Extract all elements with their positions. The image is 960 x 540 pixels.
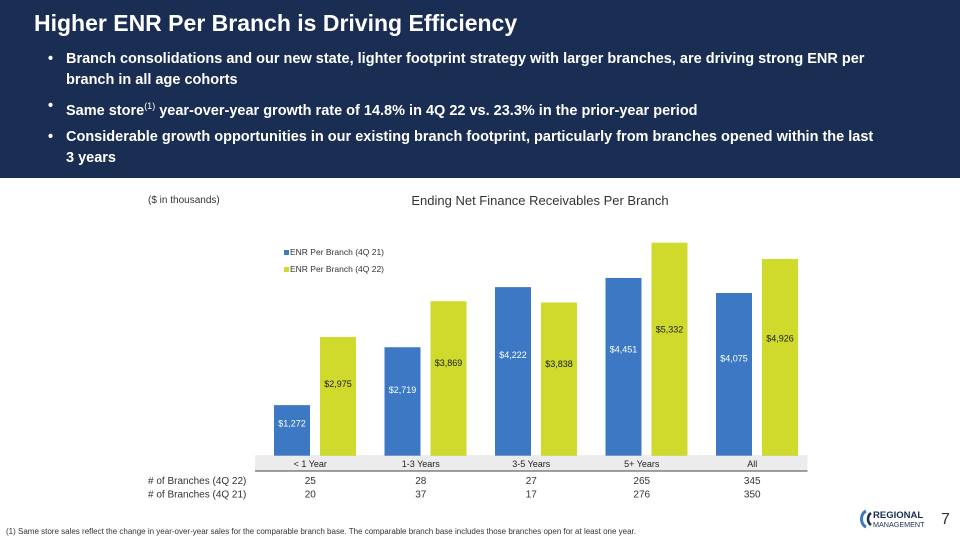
bullet-item: Same store(1) year-over-year growth rate… [48,96,878,122]
bar-4q21 [716,293,752,456]
logo-line1: REGIONAL [873,510,923,521]
bullet-text: Considerable growth opportunities in our… [66,128,874,166]
legend-swatch [284,250,289,255]
x-tick-label: All [747,459,757,469]
x-tick-label: 3-5 Years [512,459,551,469]
logo-line2: MANAGEMENT [873,520,925,529]
category-band [255,456,808,471]
table-cell: 27 [526,476,538,487]
table-row-label: # of Branches (4Q 22) [148,476,246,487]
legend-swatch [284,267,289,272]
footnote: (1) Same store sales reflect the change … [6,527,636,536]
legend-label: ENR Per Branch (4Q 22) [290,264,384,274]
bullet-item: Considerable growth opportunities in our… [48,127,878,169]
bullet-text: Same store [66,102,145,119]
table-cell: 17 [526,490,538,501]
bar-4q21 [274,405,310,456]
table-cell: 20 [305,490,317,501]
data-label: $1,272 [278,418,306,428]
bar-4q21 [605,277,642,456]
table-cell: 265 [633,476,650,487]
x-tick-label: < 1 Year [294,459,327,469]
table-cell: 25 [305,476,317,487]
bullet-list: Branch consolidations and our new state,… [48,49,878,174]
x-tick-label: 1-3 Years [402,459,441,469]
bar-4q21 [384,347,421,456]
x-tick-label: 5+ Years [624,459,660,469]
data-label: $4,451 [610,345,638,355]
bar-4q22 [762,258,798,456]
footnote-ref: (1) [144,101,156,111]
page-title: Higher ENR Per Branch is Driving Efficie… [34,10,518,36]
data-label: $4,222 [499,350,527,360]
table-cell: 28 [415,476,427,487]
bullet-text: Branch consolidations and our new state,… [66,51,865,88]
bar-4q22 [430,301,467,456]
table-row-label: # of Branches (4Q 21) [148,490,246,501]
page-number: 7 [941,511,950,528]
chart-title: Ending Net Finance Receivables Per Branc… [411,193,669,208]
bar-4q22 [651,242,688,456]
table-cell: 276 [633,490,650,501]
data-label: $2,719 [389,385,417,395]
table-cell: 37 [415,490,427,501]
bar-4q22 [541,302,577,456]
bullet-item: Branch consolidations and our new state,… [48,49,878,91]
header-banner: Higher ENR Per Branch is Driving Efficie… [0,0,960,178]
data-label: $4,075 [720,353,748,363]
data-label: $5,332 [656,324,684,334]
bullet-text: year-over-year growth rate of 14.8% in 4… [155,102,698,119]
table-cell: 345 [744,476,761,487]
data-label: $2,975 [324,379,352,389]
regional-management-logo: REGIONAL MANAGEMENT [860,509,925,529]
data-label: $4,926 [766,334,794,344]
data-label: $3,838 [545,359,573,369]
bar-4q22 [320,337,356,456]
table-cell: 350 [744,490,761,501]
units-note: ($ in thousands) [148,195,220,206]
bar-4q21 [495,287,531,456]
legend-label: ENR Per Branch (4Q 21) [290,247,384,257]
data-label: $3,869 [435,358,463,368]
